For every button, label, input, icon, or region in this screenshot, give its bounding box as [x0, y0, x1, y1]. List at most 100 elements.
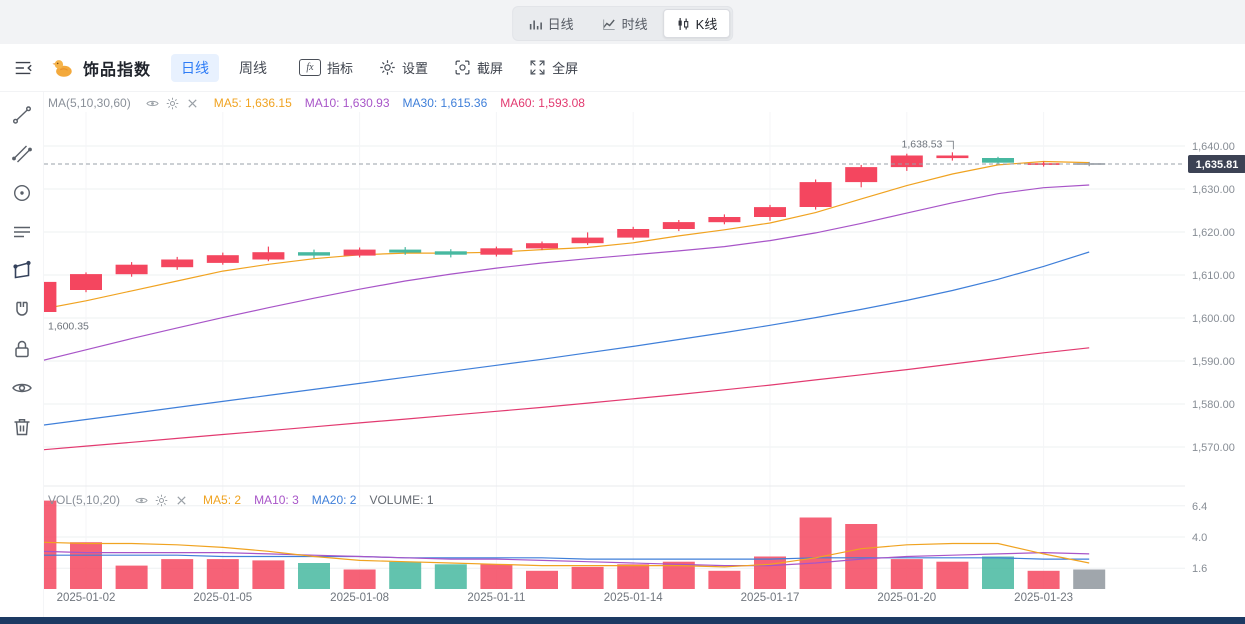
settings-button[interactable]: 设置 [379, 58, 428, 77]
fullscreen-button[interactable]: 全屏 [529, 58, 578, 77]
svg-text:1,580.00: 1,580.00 [1192, 399, 1235, 411]
screenshot-label: 截屏 [477, 61, 504, 76]
vol-visibility-button[interactable] [135, 494, 148, 507]
lock-tool[interactable] [11, 338, 33, 360]
price-axis[interactable]: 1,640.00 1,630.00 1,620.00 1,610.00 1,600.00… [1192, 141, 1235, 575]
svg-text:1,620.00: 1,620.00 [1192, 227, 1235, 239]
gear-icon [166, 97, 178, 109]
ellipse-tool[interactable] [11, 182, 33, 204]
ma5-value: MA5: 1,636.15 [213, 96, 292, 110]
page-title: 饰品指数 [83, 61, 152, 79]
logo-icon [51, 56, 75, 80]
grid-lines [44, 112, 1185, 589]
collapse-toolbar-button[interactable] [11, 56, 35, 80]
bar-chart-icon [529, 20, 542, 29]
ma-visibility-button[interactable] [146, 97, 159, 110]
candles-icon [678, 17, 688, 30]
svg-text:2025-01-20: 2025-01-20 [877, 592, 936, 604]
svg-text:2025-01-08: 2025-01-08 [330, 592, 389, 604]
ma-lines [40, 160, 1090, 451]
svg-text:2025-01-23: 2025-01-23 [1014, 592, 1073, 604]
vol-ma5-value: MA5: 2 [203, 493, 242, 507]
svg-text:2025-01-17: 2025-01-17 [741, 592, 800, 604]
svg-text:1,638.53: 1,638.53 [902, 138, 943, 150]
volume-indicator-legend: VOL(5,10,20) MA5: 2 MA10: 3 MA20: 2 VOLU… [48, 493, 434, 507]
vol-ma20-value: MA20: 2 [311, 493, 357, 507]
volume-bars [24, 500, 1106, 589]
gear-icon [155, 494, 168, 506]
fullscreen-icon [530, 60, 545, 75]
delete-tool[interactable] [11, 416, 33, 438]
trendline-icon [12, 106, 31, 124]
svg-text:1,635.81: 1,635.81 [1196, 159, 1239, 171]
indicators-button[interactable]: fx 指标 [299, 58, 353, 77]
lock-icon [14, 340, 29, 358]
svg-text:1,640.00: 1,640.00 [1192, 141, 1235, 153]
screenshot-button[interactable]: 截屏 [454, 58, 503, 77]
eye-icon [146, 100, 159, 106]
close-icon [188, 98, 197, 108]
svg-text:1,630.00: 1,630.00 [1192, 184, 1235, 196]
tab-daily[interactable]: 日线 [171, 53, 220, 82]
collapse-icon [15, 61, 32, 74]
chart-region: 1,640.00 1,630.00 1,620.00 1,610.00 1,600.00… [24, 92, 1245, 613]
ma60-value: MA60: 1,593.08 [500, 96, 585, 110]
top-band: 日线 时线 K线 [0, 0, 1245, 44]
brush-tool[interactable] [11, 143, 33, 165]
volume-ma-lines [40, 541, 1090, 568]
vol-settings-button[interactable] [155, 494, 168, 507]
time-axis[interactable]: 2025-01-02 2025-01-05 2025-01-08 2025-01-11… [57, 592, 1073, 604]
vol-close-button[interactable] [175, 494, 188, 507]
bottom-bar [0, 617, 1245, 624]
svg-text:2025-01-05: 2025-01-05 [193, 592, 252, 604]
parallel-lines-icon [13, 226, 30, 238]
toggle-kline[interactable]: K线 [662, 9, 731, 38]
svg-text:1.6: 1.6 [1192, 563, 1207, 575]
drawing-toolbar [0, 92, 44, 617]
polygon-icon [12, 260, 31, 279]
svg-text:1,570.00: 1,570.00 [1192, 442, 1235, 454]
toggle-time-line[interactable]: 时线 [589, 9, 661, 38]
toggle-time-label: 时线 [621, 17, 648, 32]
vol-legend-controls [135, 494, 188, 507]
gear-icon [380, 60, 395, 75]
ma-legend-title: MA(5,10,30,60) [48, 96, 131, 110]
svg-text:2025-01-02: 2025-01-02 [57, 592, 116, 604]
ellipse-icon [13, 184, 30, 202]
polygon-tool[interactable] [11, 260, 33, 282]
settings-label: 设置 [402, 61, 429, 76]
line-chart-icon [602, 19, 615, 30]
vol-ma10-value: MA10: 3 [254, 493, 299, 507]
ma-indicator-legend: MA(5,10,30,60) MA5: 1,636.15 MA10: 1,630… [48, 96, 585, 110]
header-actions: fx 指标 设置 截屏 全屏 [299, 58, 578, 77]
indicators-label: 指标 [327, 61, 354, 76]
chart-type-toggle: 日线 时线 K线 [511, 6, 734, 41]
eye-icon [135, 497, 148, 503]
magnet-icon [15, 301, 28, 316]
svg-text:1,600.35: 1,600.35 [48, 321, 89, 333]
ma-close-button[interactable] [186, 97, 199, 110]
ma-settings-button[interactable] [166, 97, 179, 110]
svg-text:1,600.00: 1,600.00 [1192, 313, 1235, 325]
ma-legend-controls [146, 97, 199, 110]
chart-header: 饰品指数 日线 周线 fx 指标 设置 截屏 全屏 [0, 44, 1245, 92]
screenshot-icon [455, 60, 470, 75]
svg-text:2025-01-14: 2025-01-14 [604, 592, 663, 604]
close-icon [177, 495, 186, 505]
period-tabs: 日线 周线 [171, 53, 277, 82]
svg-text:6.4: 6.4 [1192, 501, 1207, 513]
trendline-tool[interactable] [11, 104, 33, 126]
vol-legend-title: VOL(5,10,20) [48, 493, 121, 507]
kline-chart[interactable]: 1,640.00 1,630.00 1,620.00 1,610.00 1,600.00… [24, 92, 1245, 613]
toggle-kline-label: K线 [695, 17, 718, 32]
magnet-tool[interactable] [11, 299, 33, 321]
tab-weekly[interactable]: 周线 [239, 59, 268, 76]
trash-icon [14, 419, 29, 436]
visibility-tool[interactable] [11, 377, 33, 399]
volume-value: VOLUME: 1 [369, 493, 434, 507]
svg-text:2025-01-11: 2025-01-11 [467, 592, 525, 604]
fx-icon: fx [299, 59, 322, 76]
parallel-lines-tool[interactable] [11, 221, 33, 243]
toggle-daily-line[interactable]: 日线 [515, 9, 587, 38]
ma30-value: MA30: 1,615.36 [402, 96, 488, 110]
